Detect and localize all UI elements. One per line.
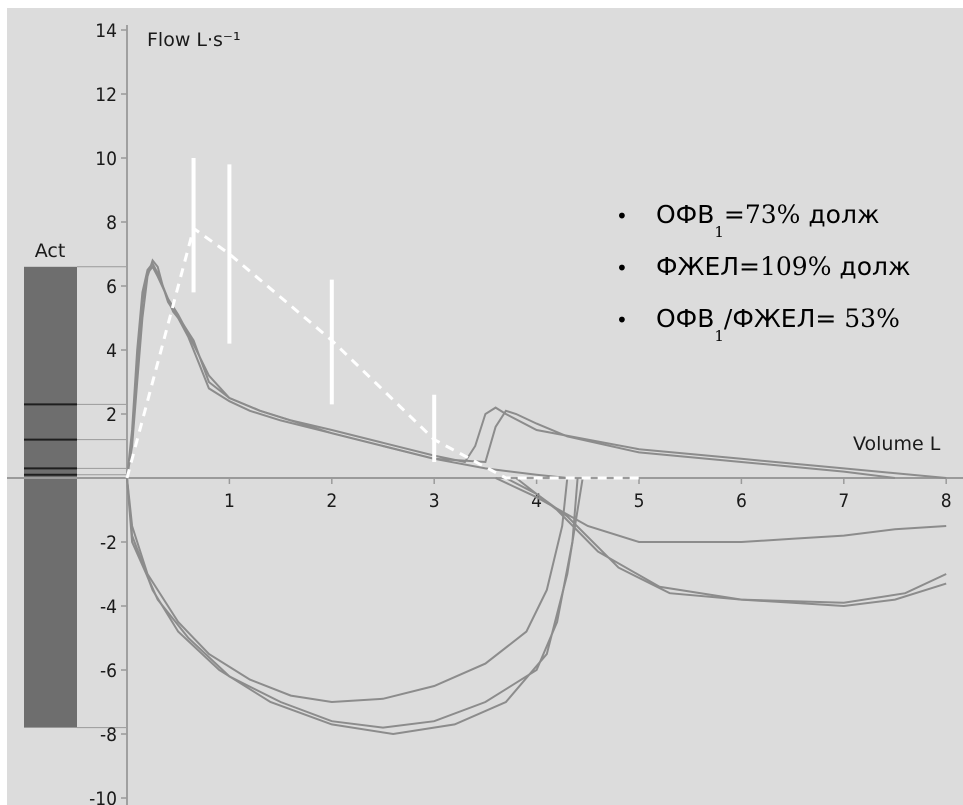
x-tick-label: 7 xyxy=(838,490,849,512)
y-tick-label: -10 xyxy=(89,788,117,805)
flow-curve xyxy=(126,264,896,479)
predicted-group xyxy=(191,158,437,462)
y-tick-label: -4 xyxy=(100,596,117,618)
x-tick-label: 2 xyxy=(326,490,337,512)
x-tick-label: 3 xyxy=(429,490,440,512)
stat-text: ОФВ1=73% долж xyxy=(656,200,880,240)
y-tick-label: -6 xyxy=(100,660,117,682)
x-tick-label: 6 xyxy=(736,490,747,512)
stat-separator: = xyxy=(723,200,745,229)
stat-prefix: ОФВ xyxy=(656,304,715,333)
stat-suffix: долж xyxy=(800,200,880,229)
y-tick-label: 6 xyxy=(106,276,117,298)
stats-list: • ОФВ1=73% долж • ФЖЕЛ=109% долж • ОФВ1/… xyxy=(616,200,963,356)
stat-subscript: 1 xyxy=(714,327,724,345)
x-tick-label: 5 xyxy=(634,490,645,512)
stat-item-fev1: • ОФВ1=73% долж xyxy=(616,200,963,252)
bullet-icon: • xyxy=(616,308,628,332)
bullet-icon: • xyxy=(616,256,628,280)
y-tick-label: -2 xyxy=(100,532,117,554)
y-tick-label: 4 xyxy=(106,340,117,362)
y-tick-label: 10 xyxy=(95,148,117,170)
flow-curve xyxy=(515,477,947,604)
axis-text: Flow L·s⁻¹ Volume L Act xyxy=(35,29,941,455)
y-tick-label: 12 xyxy=(95,84,117,106)
x-axis-label: Volume L xyxy=(853,433,941,455)
stat-subscript: 1 xyxy=(714,223,724,241)
stat-suffix: долж xyxy=(831,252,911,281)
plot-background xyxy=(7,8,963,805)
act-bar-group xyxy=(24,266,127,729)
x-tick-label: 1 xyxy=(224,490,235,512)
stat-item-ratio: • ОФВ1/ФЖЕЛ= 53% xyxy=(616,304,963,356)
act-bar xyxy=(24,266,77,728)
stat-text: ФЖЕЛ=109% долж xyxy=(656,252,911,281)
stat-prefix: ФЖЕЛ= xyxy=(656,252,760,281)
x-tick-label: 4 xyxy=(531,490,542,512)
y-tick-label: 14 xyxy=(95,20,117,42)
stat-prefix: ОФВ xyxy=(656,200,715,229)
y-tick-label: 2 xyxy=(106,404,117,426)
y-tick-label: 8 xyxy=(106,212,117,234)
y-tick-label: -8 xyxy=(100,724,117,746)
flow-curve xyxy=(126,477,569,704)
stat-value: 109% xyxy=(760,252,832,281)
y-axis-label: Flow L·s⁻¹ xyxy=(147,29,241,51)
stat-value: 73% xyxy=(744,200,801,229)
flow-curve xyxy=(126,477,584,736)
stat-item-fvc: • ФЖЕЛ=109% долж xyxy=(616,252,963,304)
stat-value: 53% xyxy=(844,304,900,333)
bullet-icon: • xyxy=(616,204,628,228)
stat-separator: /ФЖЕЛ= xyxy=(723,304,845,333)
stat-text: ОФВ1/ФЖЕЛ= 53% xyxy=(656,304,900,344)
x-tick-label: 8 xyxy=(941,490,952,512)
act-bar-label: Act xyxy=(35,240,66,262)
